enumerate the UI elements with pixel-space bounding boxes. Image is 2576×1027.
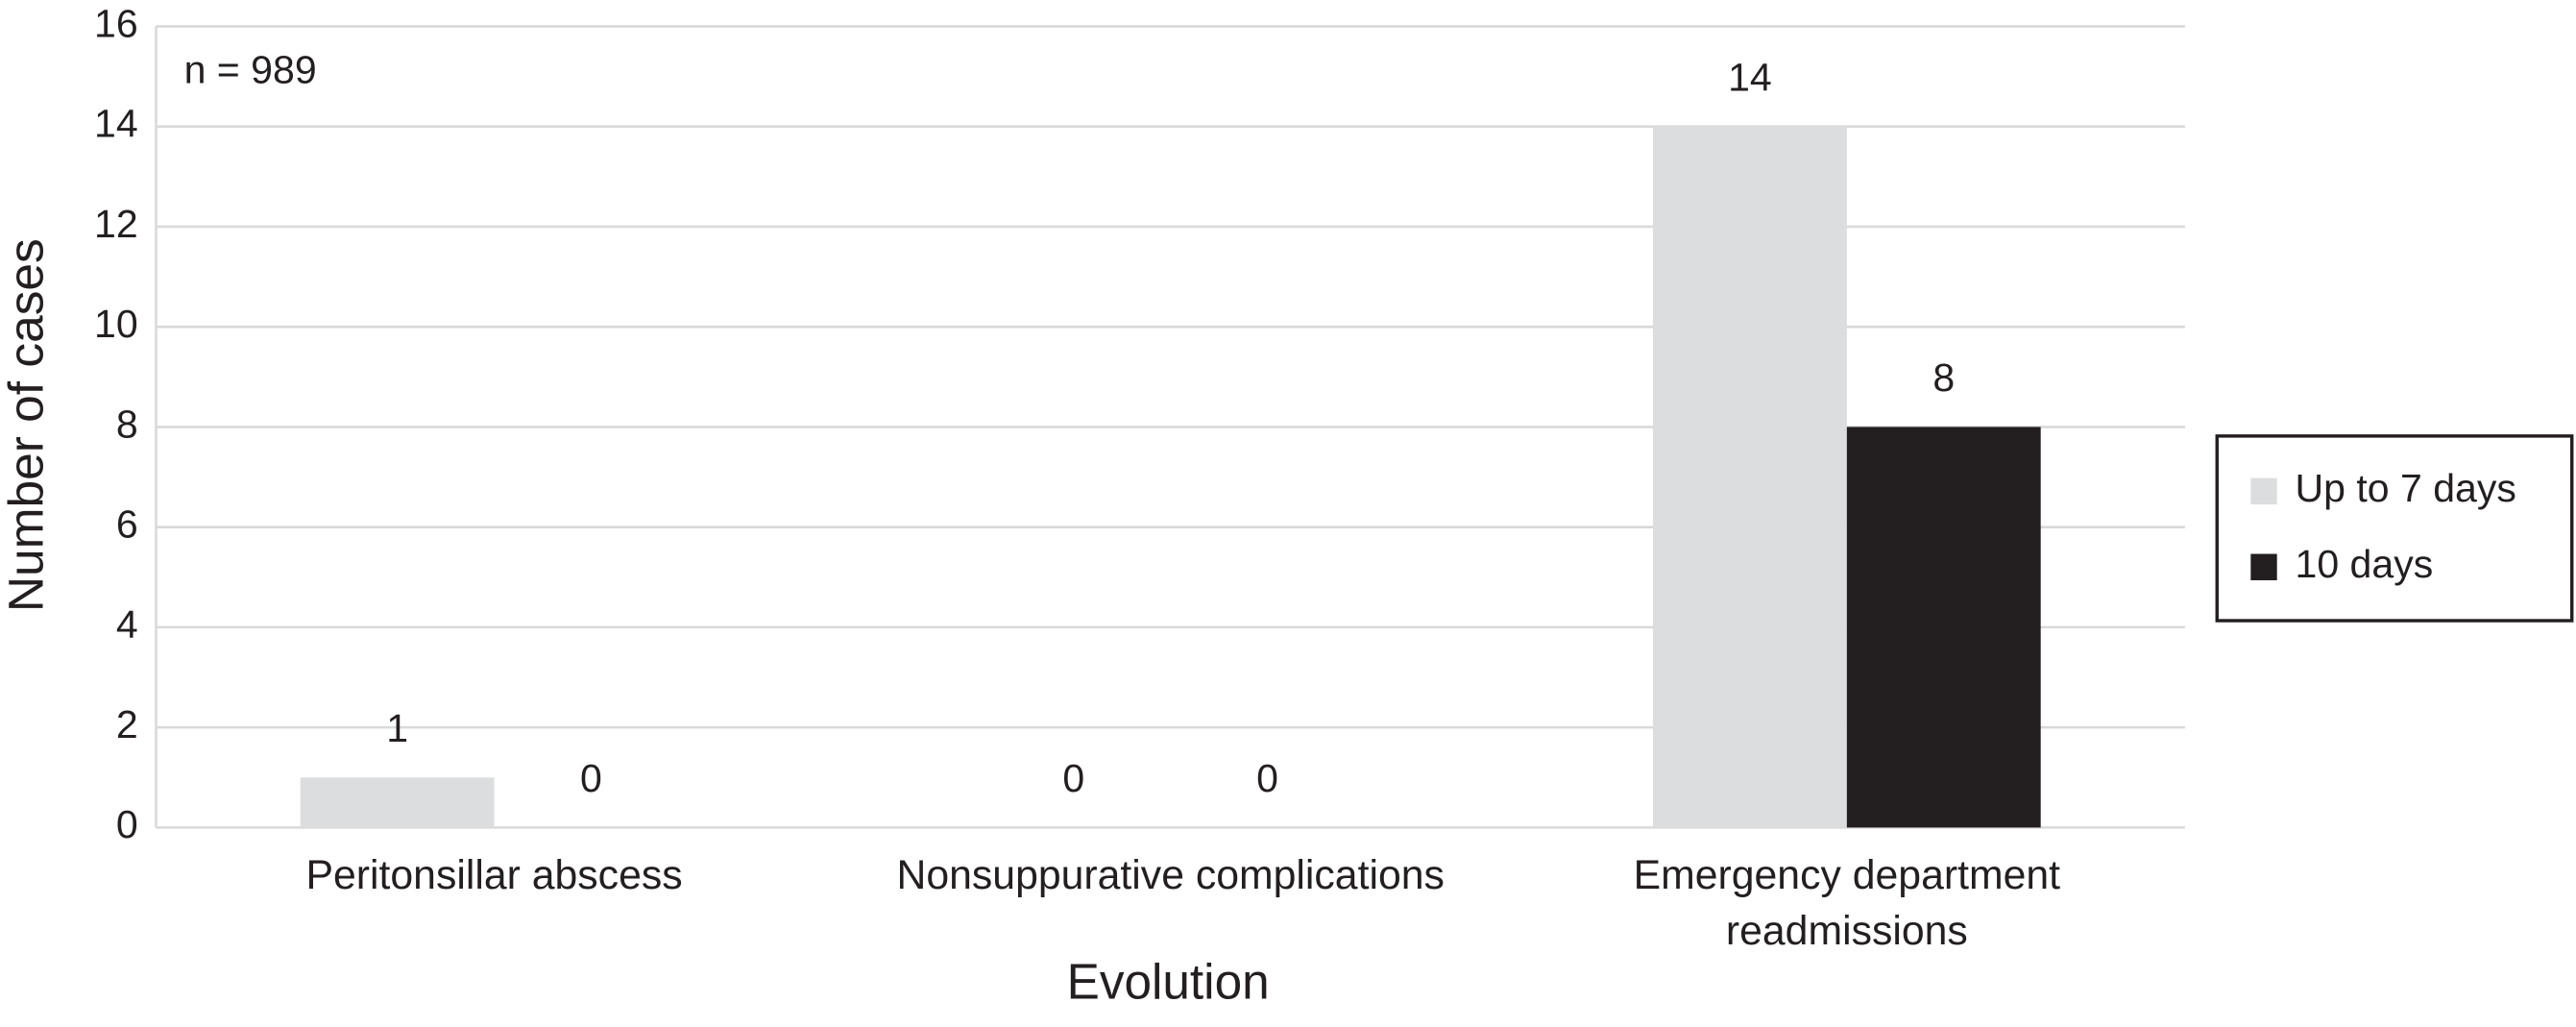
y-tick-label: 2 <box>116 702 138 746</box>
y-tick-label: 8 <box>116 402 138 446</box>
y-tick-label: 0 <box>116 802 138 846</box>
legend-label: Up to 7 days <box>2296 466 2516 510</box>
legend-label: 10 days <box>2296 542 2434 586</box>
legend-box <box>2215 434 2574 623</box>
annotation: n = 989 <box>184 47 317 91</box>
data-label: 1 <box>386 706 408 750</box>
y-tick-label: 16 <box>94 1 138 45</box>
legend-swatch <box>2250 553 2277 580</box>
x-tick-label: Emergency department readmissions <box>1633 852 2061 955</box>
y-tick-label: 4 <box>116 602 138 647</box>
x-tick-label: Nonsuppurative complications <box>896 852 1445 899</box>
bar <box>1846 427 2041 828</box>
y-tick-label: 14 <box>94 102 138 146</box>
bar <box>300 777 495 828</box>
x-tick-label-box: Nonsuppurative complications <box>896 852 1445 899</box>
y-axis-title: Number of cases <box>0 238 53 612</box>
y-tick-label: 10 <box>94 302 138 346</box>
x-tick-label-box: Emergency department readmissions <box>1633 852 2061 955</box>
data-label: 0 <box>580 756 602 800</box>
legend-swatch <box>2250 477 2277 505</box>
y-tick-label: 12 <box>94 202 138 246</box>
y-tick-label: 6 <box>116 501 138 546</box>
x-axis-title: Evolution <box>1067 954 1270 1010</box>
data-label: 8 <box>1932 355 1955 400</box>
x-tick-label-box: Peritonsillar abscess <box>305 852 683 899</box>
x-tick-label: Peritonsillar abscess <box>305 852 683 899</box>
data-label: 0 <box>1256 756 1278 800</box>
data-label: 14 <box>1728 55 1772 99</box>
bar <box>1653 126 1847 828</box>
data-label: 0 <box>1062 756 1084 800</box>
